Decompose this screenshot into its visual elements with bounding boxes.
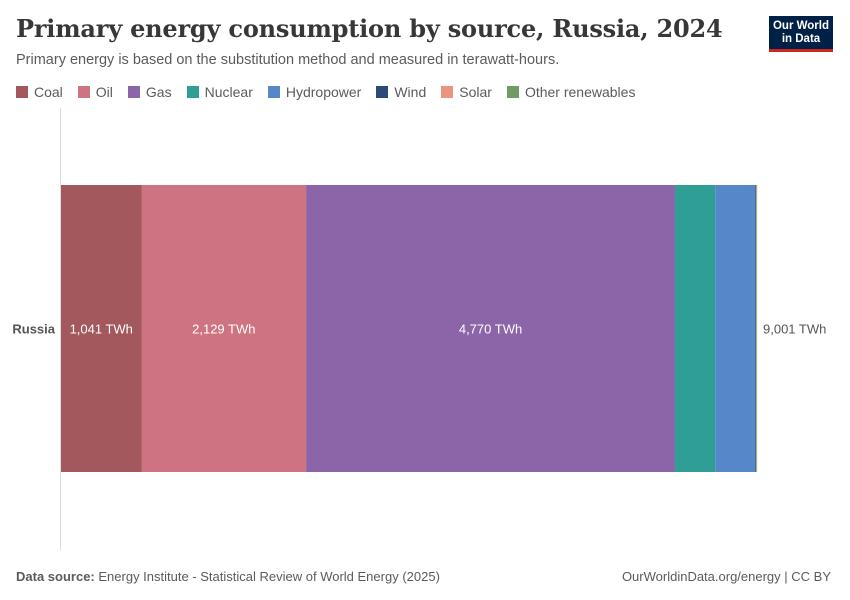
- bar-segment-nuclear: [674, 185, 716, 472]
- category-label: Russia: [12, 322, 55, 337]
- bar-data-label: 2,129 TWh: [192, 322, 255, 337]
- legend-label: Solar: [459, 84, 492, 100]
- legend-label: Nuclear: [204, 84, 253, 100]
- legend-label: Wind: [394, 84, 427, 100]
- bar-segment-gas: [306, 185, 675, 472]
- bar-segment-oil: [141, 185, 307, 472]
- legend-swatch: [506, 86, 519, 98]
- legend-swatch: [267, 86, 280, 98]
- legend-item-other-renewables[interactable]: Other renewables: [506, 84, 636, 100]
- legend-item-solar[interactable]: Solar: [441, 84, 492, 100]
- chart-subtitle: Primary energy is based on the substitut…: [16, 52, 560, 68]
- chart-title: Primary energy consumption by source, Ru…: [16, 14, 723, 43]
- logo-line-2: in Data: [781, 32, 821, 45]
- bar-segment-hydropower: [715, 185, 756, 472]
- bar-data-label: 1,041 TWh: [70, 322, 133, 337]
- data-source-text: Energy Institute - Statistical Review of…: [98, 569, 440, 584]
- legend-swatch: [186, 86, 199, 98]
- bar-segment-solar: [756, 185, 757, 472]
- legend-swatch: [127, 86, 140, 98]
- total-label: 9,001 TWh: [763, 322, 826, 337]
- owid-logo[interactable]: Our World in Data: [769, 16, 833, 52]
- legend-item-oil[interactable]: Oil: [77, 84, 113, 100]
- legend-label: Hydropower: [285, 84, 362, 100]
- bar-segment-other-renewables: [756, 185, 758, 472]
- legend-label: Gas: [145, 84, 172, 100]
- legend: Coal Oil Gas Nuclear Hydropower Wind Solar Othe…: [16, 84, 650, 100]
- legend-item-gas[interactable]: Gas: [127, 84, 172, 100]
- legend-swatch: [16, 86, 28, 98]
- bar-segment-coal: [61, 185, 142, 472]
- legend-label: Other renewables: [524, 84, 636, 100]
- data-source-label: Data source:: [16, 569, 95, 584]
- legend-swatch: [441, 86, 454, 98]
- legend-item-hydropower[interactable]: Hydropower: [267, 84, 362, 100]
- legend-item-coal[interactable]: Coal: [16, 84, 63, 100]
- legend-item-wind[interactable]: Wind: [376, 84, 426, 100]
- legend-label: Coal: [34, 84, 63, 100]
- legend-item-nuclear[interactable]: Nuclear: [186, 84, 253, 100]
- bar-data-label: 4,770 TWh: [459, 322, 522, 337]
- logo-line-1: Our World: [772, 19, 829, 32]
- legend-swatch: [77, 86, 90, 98]
- legend-swatch: [376, 86, 389, 98]
- footer-link[interactable]: OurWorldinData.org/energy | CC BY: [621, 569, 831, 584]
- legend-label: Oil: [95, 84, 113, 100]
- bar-segment-wind: [755, 185, 757, 472]
- data-source: Data source: Energy Institute - Statisti…: [16, 569, 440, 584]
